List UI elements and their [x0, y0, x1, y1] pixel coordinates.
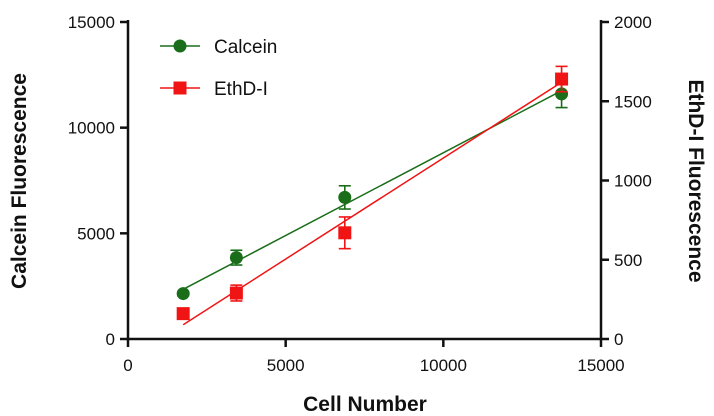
series-ethd-i: [176, 65, 569, 326]
y-left-tick-label: 0: [106, 330, 115, 349]
series-calcein: [176, 79, 569, 301]
y-left-tick-label: 10000: [68, 119, 115, 138]
y-right-tick-label: 2000: [614, 13, 652, 32]
y-left-tick-label: 5000: [77, 224, 115, 243]
calcein-point: [338, 190, 352, 204]
x-tick-label: 10000: [420, 356, 467, 375]
ethd-i-point: [338, 226, 352, 240]
x-tick-label: 15000: [577, 356, 624, 375]
legend: Calcein EthD-I: [160, 37, 277, 100]
x-tick-label: 0: [123, 356, 132, 375]
calcein-fit-line: [182, 90, 562, 291]
calcein-point: [176, 287, 190, 301]
legend-item-calcein: Calcein: [160, 37, 277, 58]
ethd-i-fit-line: [182, 81, 562, 326]
calcein-legend-marker: [173, 39, 187, 53]
calcein-legend-label: Calcein: [214, 37, 277, 58]
ethd-i-point: [555, 72, 569, 86]
series-layer: [176, 65, 569, 326]
ethd-i-point: [229, 286, 243, 300]
x-axis-title: Cell Number: [303, 393, 427, 416]
ethd-i-legend-label: EthD-I: [214, 79, 268, 100]
y-axis-title-right: EthD-I Fluorescence: [684, 79, 707, 282]
calcein-point: [555, 87, 569, 101]
calcein-point: [229, 251, 243, 265]
ethd-i-legend-marker: [173, 81, 187, 95]
y-right-tick-label: 1000: [614, 172, 652, 191]
axes: 0 5000 10000 15000 0 5000 10000 15000 0 500 1000 15…: [68, 13, 652, 375]
y-left-tick-label: 15000: [68, 13, 115, 32]
y-right-tick-label: 0: [614, 330, 623, 349]
y-axis-title-left: Calcein Fluorescence: [8, 73, 31, 289]
y-right-tick-label: 1500: [614, 92, 652, 111]
ethd-i-point: [176, 307, 190, 321]
y-right-tick-label: 500: [614, 251, 642, 270]
x-tick-label: 5000: [267, 356, 305, 375]
legend-item-ethd-i: EthD-I: [160, 79, 268, 100]
